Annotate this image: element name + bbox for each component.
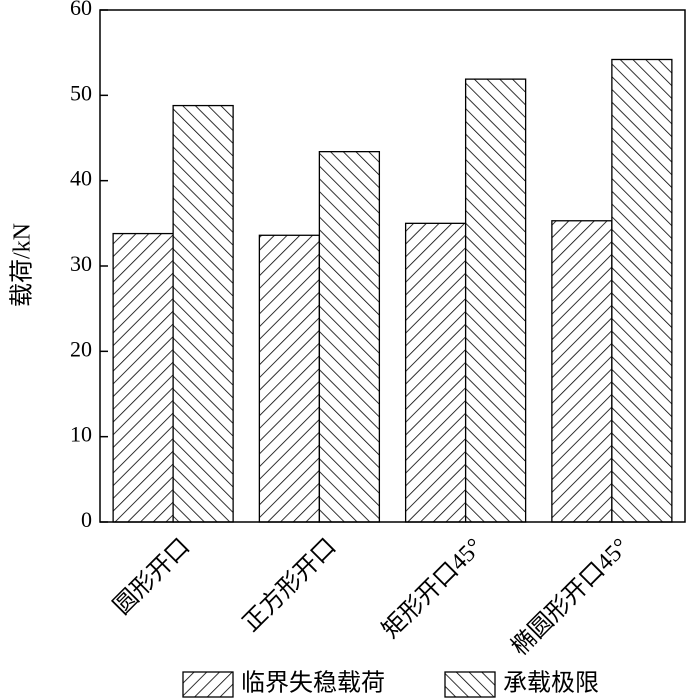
bar (258, 234, 321, 523)
bar (551, 220, 613, 523)
legend-label: 临界失稳载荷 (241, 670, 385, 697)
y-tick-label: 0 (81, 507, 92, 532)
y-tick-label: 10 (70, 422, 92, 447)
x-tick-label: 圆形开口 (108, 533, 195, 620)
x-tick-label: 正方形开口 (238, 533, 342, 637)
x-tick-label: 矩形开口45° (377, 533, 488, 644)
y-tick-label: 50 (70, 80, 92, 105)
legend-label: 承载极限 (503, 670, 599, 697)
bar (611, 58, 673, 523)
bar (112, 232, 174, 523)
bar (464, 78, 527, 523)
y-tick-label: 30 (70, 251, 92, 276)
bar (172, 104, 234, 523)
y-axis-label: 载荷/kN (9, 223, 36, 307)
legend-swatch (182, 671, 234, 698)
plot-frame (99, 9, 686, 523)
legend-swatch (444, 671, 496, 698)
y-tick-label: 20 (70, 336, 92, 361)
bar (318, 151, 381, 523)
y-tick-label: 60 (70, 0, 92, 20)
x-tick-label: 椭圆形开口45° (506, 533, 634, 661)
y-tick-label: 40 (70, 166, 92, 191)
bar (404, 222, 467, 523)
